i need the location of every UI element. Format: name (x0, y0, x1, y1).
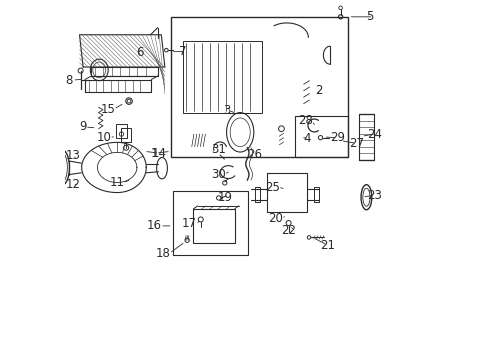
Text: 7: 7 (179, 45, 186, 58)
Text: 18: 18 (156, 247, 171, 260)
Text: 14: 14 (152, 147, 166, 159)
Text: 23: 23 (366, 189, 381, 202)
Text: 11: 11 (109, 176, 124, 189)
Text: 12: 12 (65, 178, 80, 191)
Text: 6: 6 (136, 46, 143, 59)
Text: 4: 4 (303, 132, 310, 145)
Text: 3: 3 (223, 104, 230, 117)
Text: 24: 24 (366, 127, 381, 141)
Text: 30: 30 (211, 168, 225, 181)
Text: 21: 21 (320, 239, 335, 252)
Text: 31: 31 (210, 143, 225, 156)
Text: 8: 8 (65, 74, 72, 87)
Text: 2: 2 (315, 84, 322, 97)
Text: 1: 1 (150, 147, 158, 159)
Text: 13: 13 (65, 149, 80, 162)
Text: 5: 5 (366, 10, 373, 23)
Text: 28: 28 (298, 114, 313, 127)
Text: 26: 26 (247, 148, 262, 161)
Text: 15: 15 (101, 103, 115, 116)
Text: 19: 19 (217, 191, 232, 204)
Text: 16: 16 (147, 219, 162, 233)
Text: 10: 10 (96, 131, 111, 144)
Text: 9: 9 (79, 121, 86, 134)
Text: 27: 27 (348, 137, 364, 150)
Text: 29: 29 (329, 131, 344, 144)
Text: 25: 25 (264, 181, 279, 194)
Text: 20: 20 (268, 212, 283, 225)
Text: 22: 22 (281, 224, 296, 237)
Text: 17: 17 (182, 217, 197, 230)
